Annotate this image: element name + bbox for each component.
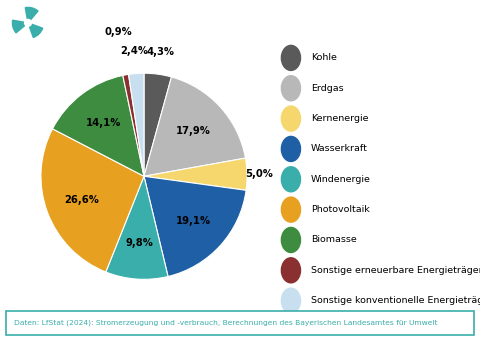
Circle shape <box>281 167 300 192</box>
Wedge shape <box>52 75 144 176</box>
Text: 19,1%: 19,1% <box>176 216 211 226</box>
Text: Wasserkraft: Wasserkraft <box>311 144 368 154</box>
Text: Kohle: Kohle <box>311 54 337 62</box>
Wedge shape <box>28 23 43 37</box>
Text: Sonstige erneuerbare Energieträger: Sonstige erneuerbare Energieträger <box>311 266 480 275</box>
Text: 26,6%: 26,6% <box>64 195 99 205</box>
Circle shape <box>281 45 300 71</box>
Text: Daten: LfStat (2024): Stromerzeugung und -verbrauch, Berechnungen des Bayerische: Daten: LfStat (2024): Stromerzeugung und… <box>14 319 438 326</box>
Circle shape <box>281 76 300 101</box>
Text: Kernenergie: Kernenergie <box>311 114 368 123</box>
Wedge shape <box>144 176 246 277</box>
Text: 2,4%: 2,4% <box>120 46 148 56</box>
Text: 14,1%: 14,1% <box>86 118 121 128</box>
Wedge shape <box>25 7 38 23</box>
Text: 4,3%: 4,3% <box>147 47 175 57</box>
Circle shape <box>24 19 31 26</box>
Circle shape <box>9 4 47 42</box>
Wedge shape <box>144 77 245 176</box>
Wedge shape <box>123 74 144 176</box>
Circle shape <box>281 106 300 131</box>
Wedge shape <box>12 20 28 33</box>
Wedge shape <box>144 73 171 176</box>
Text: Sonstige konventionelle Energieträger: Sonstige konventionelle Energieträger <box>311 296 480 305</box>
Circle shape <box>281 227 300 253</box>
Wedge shape <box>144 158 247 190</box>
Text: Biomasse: Biomasse <box>311 236 357 244</box>
Wedge shape <box>41 129 144 272</box>
Text: 17,9%: 17,9% <box>176 126 211 136</box>
Text: Windenergie: Windenergie <box>311 175 371 184</box>
Text: Struktur der Bruttostromerzeugung in Bayern 2023: Struktur der Bruttostromerzeugung in Bay… <box>34 15 477 31</box>
Text: 9,8%: 9,8% <box>125 238 153 248</box>
Text: Photovoltaik: Photovoltaik <box>311 205 370 214</box>
Wedge shape <box>129 73 144 176</box>
Circle shape <box>281 258 300 283</box>
Text: 0,9%: 0,9% <box>104 27 132 37</box>
Wedge shape <box>106 176 168 279</box>
Circle shape <box>281 136 300 161</box>
Text: Erdgas: Erdgas <box>311 84 344 93</box>
Circle shape <box>281 197 300 222</box>
Text: 5,0%: 5,0% <box>245 169 273 179</box>
FancyBboxPatch shape <box>6 311 474 335</box>
Circle shape <box>281 288 300 313</box>
